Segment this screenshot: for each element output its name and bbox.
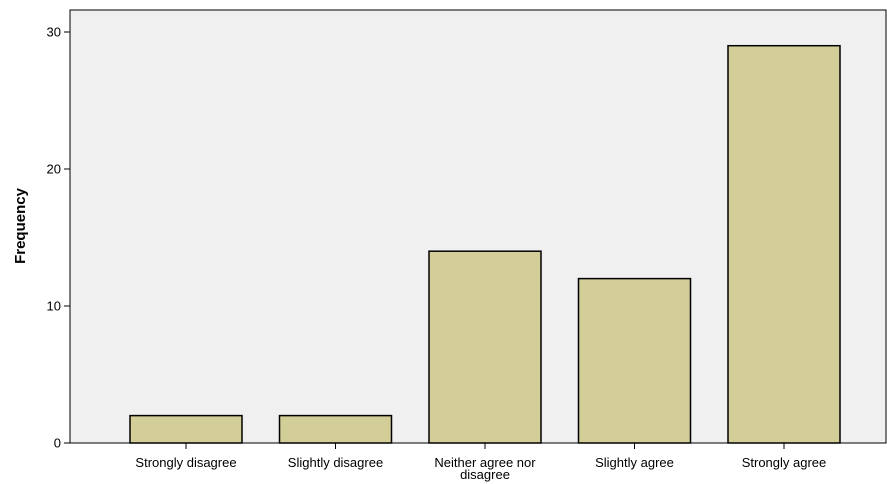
y-tick-label-2: 20 — [47, 162, 61, 177]
bar-1 — [278, 414, 393, 444]
y-tick-label-1: 10 — [47, 299, 61, 314]
x-tick-label-2: Neither agree nor disagree — [434, 455, 536, 482]
bars-group — [129, 44, 841, 444]
x-axis: Strongly disagree Slightly disagree Neithe… — [135, 443, 826, 482]
y-tick-label-0: 0 — [54, 436, 61, 451]
y-tick-label-3: 30 — [47, 25, 61, 40]
x-tick-label-0: Strongly disagree — [135, 455, 236, 470]
y-axis-title: Frequency — [12, 187, 29, 264]
bar-0 — [129, 414, 243, 444]
bar-2 — [428, 250, 542, 444]
bar-4 — [727, 44, 841, 444]
x-tick-label-1: Slightly disagree — [288, 455, 383, 470]
bar-3 — [577, 277, 692, 444]
x-tick-label-4: Strongly agree — [742, 455, 827, 470]
y-axis: 0 10 20 30 — [47, 25, 70, 451]
x-tick-label-3: Slightly agree — [595, 455, 674, 470]
